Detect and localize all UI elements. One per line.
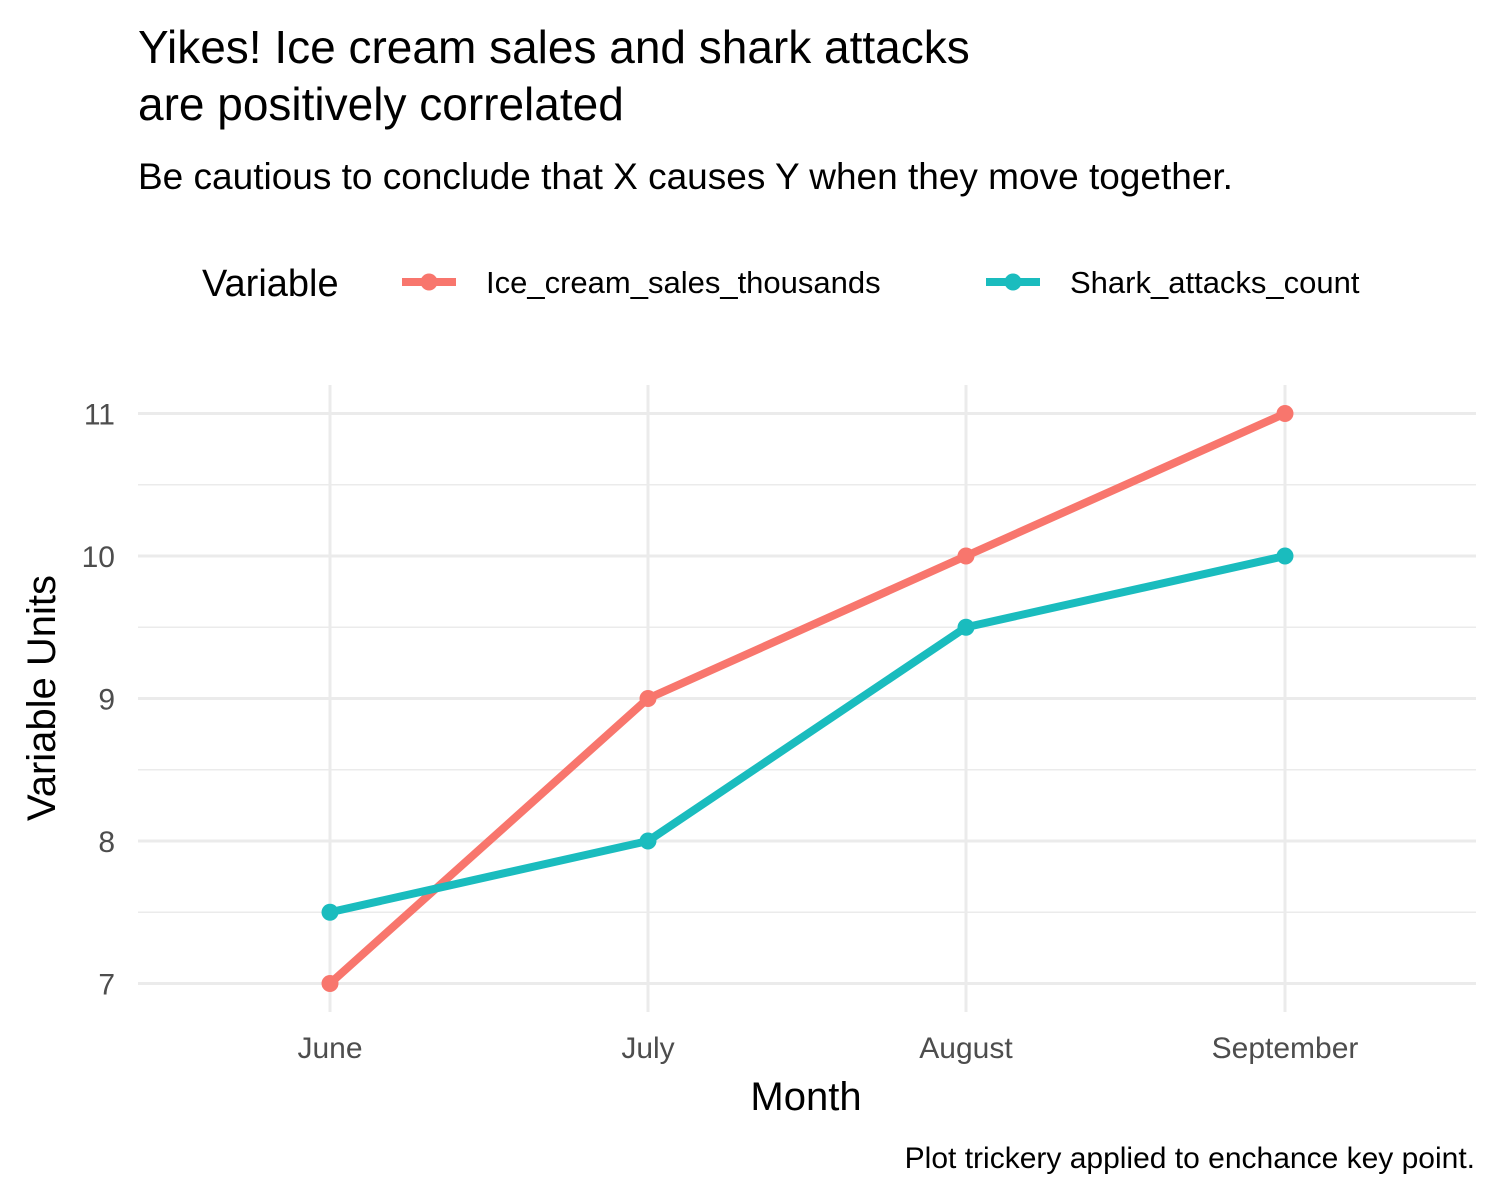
legend-title: Variable [202,263,339,305]
x-axis-title: Month [750,1075,861,1119]
data-point [639,690,657,707]
data-point [321,903,339,921]
x-tick-label: August [919,1032,1013,1065]
data-point [321,975,339,992]
y-tick-label: 8 [98,826,115,859]
x-tick-label: June [297,1032,362,1065]
data-point [957,618,975,636]
series-Ice_cream_sales_thousands [327,409,1287,987]
data-point [1276,405,1294,422]
series-Shark_attacks_count [329,552,1286,917]
legend-swatch-point [420,273,438,291]
y-axis-ticks: 7 8 9 10 11 [82,399,115,1002]
y-axis-title: Variable Units [20,575,64,821]
chart-subtitle: Be cautious to conclude that X causes Y … [138,156,1233,197]
series-line [327,409,1287,987]
y-tick-label: 10 [82,541,115,574]
grid [138,385,1476,1012]
series-line [329,552,1286,917]
data-point [1276,547,1294,565]
legend-item-Ice_cream_sales_thousands: Ice_cream_sales_thousands [402,265,881,300]
data-point [639,832,657,850]
y-tick-label: 9 [98,684,115,717]
series-points-Ice_cream_sales_thousands [321,405,1294,992]
chart-caption: Plot trickery applied to enchance key po… [905,1142,1475,1175]
series-layer [321,405,1294,992]
legend-item-Shark_attacks_count: Shark_attacks_count [986,265,1360,300]
chart-title-line-1: Yikes! Ice cream sales and shark attacks [138,21,970,73]
data-point [957,547,975,565]
legend-items: Ice_cream_sales_thousands Shark_attacks_c… [402,265,1360,300]
x-axis-ticks: June July August September [297,1032,1358,1065]
legend-label: Ice_cream_sales_thousands [486,265,881,300]
legend-label: Shark_attacks_count [1070,265,1360,300]
x-tick-label: September [1212,1032,1359,1065]
chart-title-line-2: are positively correlated [138,78,624,130]
y-tick-label: 7 [98,969,115,1002]
legend: Variable Ice_cream_sales_thousands Shark_… [202,263,1360,305]
legend-swatch-point [1004,273,1022,291]
y-tick-label: 11 [84,399,115,432]
x-tick-label: July [621,1032,674,1065]
series-points-Shark_attacks_count [321,547,1294,921]
